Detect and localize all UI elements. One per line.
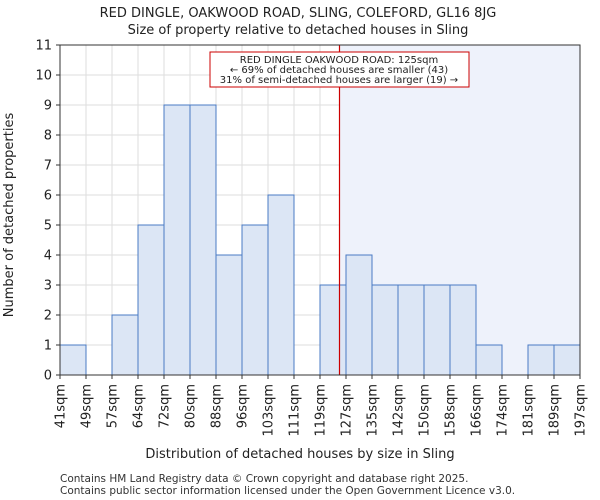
annotation-line-1: RED DINGLE OAKWOOD ROAD: 125sqm bbox=[240, 55, 438, 66]
x-axis-label: Distribution of detached houses by size … bbox=[145, 447, 454, 462]
bar bbox=[319, 284, 347, 376]
x-tick-label: 189sqm bbox=[548, 384, 563, 437]
y-tick-label: 4 bbox=[44, 249, 52, 264]
annotation-box: RED DINGLE OAKWOOD ROAD: 125sqm ← 69% of… bbox=[209, 51, 470, 88]
y-tick-label: 11 bbox=[35, 39, 52, 54]
y-tick-label: 0 bbox=[44, 369, 52, 384]
x-tick-label: 127sqm bbox=[340, 384, 355, 437]
bar bbox=[423, 284, 451, 376]
y-tick-label: 2 bbox=[44, 309, 52, 324]
y-tick-label: 1 bbox=[44, 339, 52, 354]
bar bbox=[137, 224, 165, 376]
x-tick-label: 111sqm bbox=[288, 384, 303, 437]
x-tick-label: 135sqm bbox=[366, 384, 381, 437]
x-tick-label: 174sqm bbox=[496, 384, 511, 437]
x-tick-label: 166sqm bbox=[470, 384, 485, 437]
x-tick-label: 80sqm bbox=[184, 384, 199, 428]
bar bbox=[527, 344, 555, 376]
y-tick-label: 10 bbox=[35, 69, 52, 84]
y-tick-label: 6 bbox=[44, 189, 52, 204]
bar bbox=[475, 344, 503, 376]
bar bbox=[267, 194, 295, 376]
x-tick-label: 88sqm bbox=[210, 384, 225, 428]
bar bbox=[59, 344, 87, 376]
y-tick-label: 5 bbox=[44, 219, 52, 234]
bar bbox=[111, 314, 139, 376]
footer-line-1: Contains HM Land Registry data © Crown c… bbox=[60, 473, 468, 485]
bar bbox=[397, 284, 425, 376]
x-axis-ticks: 41sqm 49sqm 57sqm 64sqm 72sqm 80sqm 88sqm 96sqm… bbox=[54, 375, 589, 437]
bars bbox=[59, 104, 581, 376]
bar bbox=[371, 284, 399, 376]
footer-line-2: Contains public sector information licen… bbox=[60, 485, 515, 497]
bar bbox=[241, 224, 269, 376]
bar bbox=[215, 254, 243, 376]
y-tick-label: 9 bbox=[44, 99, 52, 114]
x-tick-label: 49sqm bbox=[80, 384, 95, 428]
annotation-line-2: ← 69% of detached houses are smaller (43… bbox=[230, 65, 448, 76]
x-tick-label: 41sqm bbox=[54, 384, 69, 428]
bar bbox=[449, 284, 477, 376]
annotation-line-3: 31% of semi-detached houses are larger (… bbox=[220, 75, 458, 86]
x-tick-label: 103sqm bbox=[262, 384, 277, 437]
x-tick-label: 72sqm bbox=[158, 384, 173, 428]
y-tick-label: 8 bbox=[44, 129, 52, 144]
x-tick-label: 57sqm bbox=[106, 384, 121, 428]
y-axis-ticks: 0 1 2 3 4 5 6 7 8 9 10 11 bbox=[35, 39, 60, 384]
x-tick-label: 142sqm bbox=[392, 384, 407, 437]
x-tick-label: 158sqm bbox=[444, 384, 459, 437]
x-tick-label: 150sqm bbox=[418, 384, 433, 437]
y-tick-label: 3 bbox=[44, 279, 52, 294]
y-tick-label: 7 bbox=[44, 159, 52, 174]
x-tick-label: 96sqm bbox=[236, 384, 251, 428]
chart-subtitle: Size of property relative to detached ho… bbox=[128, 23, 469, 38]
bar bbox=[345, 254, 373, 376]
x-tick-label: 197sqm bbox=[574, 384, 589, 437]
bar bbox=[189, 104, 217, 376]
x-tick-label: 181sqm bbox=[522, 384, 537, 437]
bar bbox=[553, 344, 581, 376]
y-axis-label: Number of detached properties bbox=[2, 113, 17, 318]
chart-title: RED DINGLE, OAKWOOD ROAD, SLING, COLEFOR… bbox=[100, 6, 497, 21]
x-tick-label: 64sqm bbox=[132, 384, 147, 428]
bar bbox=[163, 104, 191, 376]
x-tick-label: 119sqm bbox=[314, 384, 329, 437]
